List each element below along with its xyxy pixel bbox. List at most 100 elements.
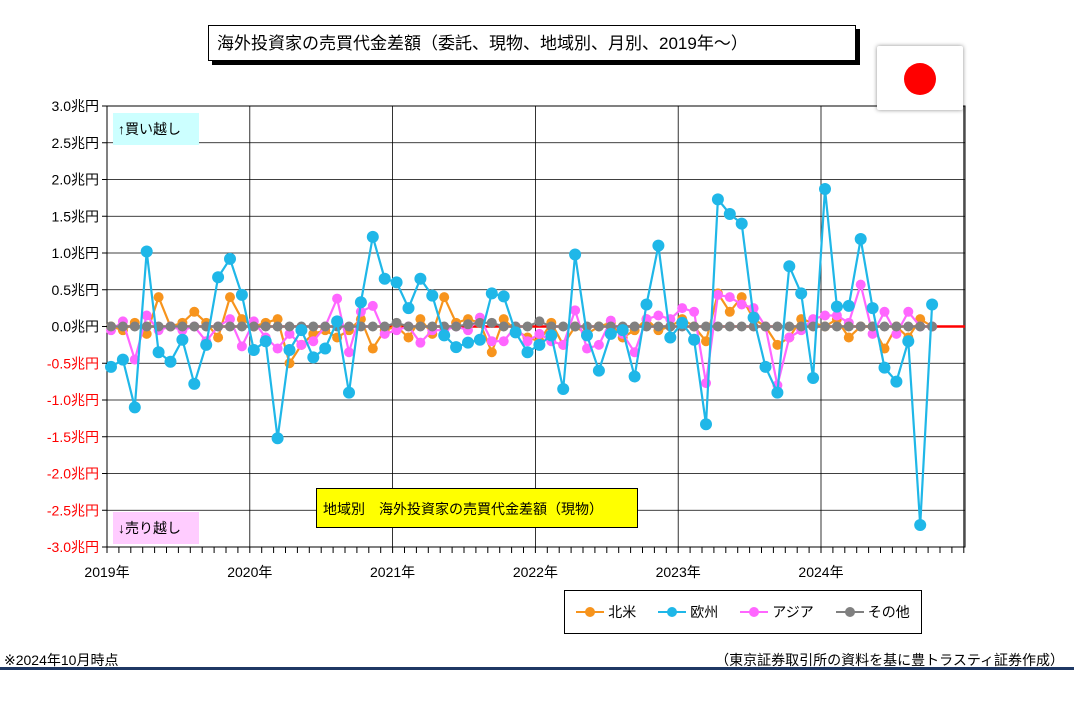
- data-point: [403, 321, 414, 332]
- data-point: [283, 344, 296, 357]
- legend-item-north-america: 北米: [576, 602, 636, 622]
- data-point: [902, 335, 915, 348]
- data-point: [402, 302, 415, 315]
- data-point: [736, 292, 747, 303]
- data-point: [653, 310, 664, 321]
- x-tick-label: 2023年: [656, 564, 701, 580]
- data-point: [795, 287, 808, 300]
- data-point: [189, 321, 200, 332]
- data-point: [344, 321, 354, 332]
- inner-chart-title: 地域別 海外投資家の売買代金差額（現物）: [316, 488, 638, 528]
- data-point: [843, 332, 854, 343]
- data-point: [581, 329, 593, 342]
- data-point: [473, 333, 486, 346]
- data-point: [426, 289, 439, 302]
- data-point: [248, 321, 259, 332]
- sell-annotation: ↓売り越し: [113, 512, 199, 544]
- data-point: [784, 321, 795, 332]
- legend-label-asia: アジア: [772, 604, 814, 620]
- data-point: [534, 328, 545, 339]
- data-point: [652, 239, 665, 252]
- data-point: [105, 360, 117, 373]
- data-point: [628, 370, 641, 383]
- data-point: [213, 321, 224, 332]
- data-point: [820, 321, 830, 332]
- data-point: [379, 321, 390, 332]
- y-tick-label: 1.0兆円: [52, 245, 99, 261]
- data-point: [653, 321, 664, 332]
- data-point: [712, 289, 723, 300]
- data-point: [308, 321, 319, 332]
- data-point: [141, 310, 152, 321]
- data-point: [701, 321, 711, 332]
- data-point: [664, 331, 677, 344]
- data-point: [212, 271, 225, 284]
- data-point: [593, 339, 604, 350]
- data-point: [272, 321, 283, 332]
- data-point: [177, 321, 188, 332]
- chart-legend: 北米 欧州 アジア その他: [564, 590, 922, 634]
- data-point: [272, 343, 283, 354]
- data-point: [236, 321, 247, 332]
- data-point: [807, 371, 820, 384]
- data-point: [842, 299, 855, 312]
- data-point: [308, 336, 319, 347]
- chart-series: [105, 183, 939, 531]
- y-tick-label: -1.0兆円: [47, 392, 99, 408]
- data-point: [771, 386, 784, 399]
- data-point: [521, 346, 534, 359]
- data-point: [772, 339, 783, 350]
- data-point: [153, 292, 164, 303]
- data-point: [224, 252, 236, 265]
- data-point: [701, 336, 711, 347]
- data-point: [307, 351, 320, 364]
- data-point: [486, 317, 497, 328]
- data-point: [867, 328, 878, 339]
- data-point: [451, 321, 462, 332]
- data-point: [558, 339, 569, 350]
- y-tick-label: -2.0兆円: [47, 466, 99, 482]
- data-point: [165, 321, 176, 332]
- data-point: [796, 321, 807, 332]
- data-point: [391, 317, 402, 328]
- data-point: [545, 329, 558, 342]
- data-point: [331, 315, 344, 328]
- data-point: [903, 306, 914, 317]
- data-point: [129, 321, 140, 332]
- data-point: [296, 339, 307, 350]
- data-point: [486, 347, 497, 358]
- data-point: [723, 208, 736, 221]
- data-point: [700, 418, 712, 431]
- data-point: [128, 401, 141, 414]
- data-point: [367, 321, 378, 332]
- data-point: [724, 306, 735, 317]
- data-point: [855, 321, 866, 332]
- series-line: [110, 188, 934, 526]
- data-point: [497, 290, 510, 303]
- data-point: [830, 300, 843, 313]
- data-point: [308, 328, 319, 339]
- data-point: [463, 319, 473, 330]
- series-アジア: [106, 279, 938, 391]
- y-tick-label: 3.0兆円: [52, 98, 99, 114]
- data-point: [890, 375, 903, 388]
- data-point: [879, 306, 890, 317]
- data-point: [533, 338, 546, 351]
- data-point: [176, 333, 189, 346]
- y-tick-label: -2.5兆円: [47, 502, 99, 518]
- data-point: [914, 518, 927, 531]
- data-point: [558, 321, 569, 332]
- x-tick-label: 2019年: [84, 564, 129, 580]
- data-point: [486, 336, 497, 347]
- data-point: [474, 317, 485, 328]
- data-point: [522, 321, 533, 332]
- data-point: [498, 336, 509, 347]
- data-point: [438, 329, 451, 342]
- data-point: [236, 341, 247, 352]
- data-point: [831, 310, 842, 321]
- data-point: [772, 321, 783, 332]
- data-point: [855, 279, 866, 290]
- data-point: [711, 193, 724, 206]
- data-point: [736, 321, 747, 332]
- x-tick-label: 2024年: [798, 564, 843, 580]
